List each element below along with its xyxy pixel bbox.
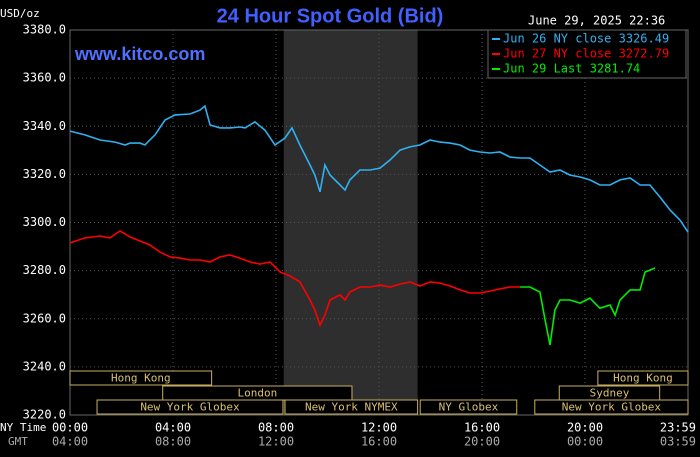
chart-title: 24 Hour Spot Gold (Bid) [217,5,444,27]
watermark: www.kitco.com [74,44,205,64]
gmt-tick-label: 16:00 [361,435,397,449]
session-label: Sydney [590,387,630,400]
session-label: Hong Kong [613,372,673,385]
legend-label: Jun 27 NY close 3272.79 [503,47,669,61]
legend-label: Jun 26 NY close 3326.49 [503,32,669,46]
session-bar [597,370,689,386]
x-tick-label: 23:59 [660,421,696,435]
session-label: Hong Kong [111,372,171,385]
gmt-tick-label: 04:00 [52,435,88,449]
series-line [520,267,656,346]
session-label: New York Globex [140,401,240,414]
y-tick-label: 3340.0 [23,119,66,133]
y-tick-label: 3300.0 [23,215,66,229]
gmt-tick-label: 00:00 [567,435,603,449]
session-bar [534,399,689,415]
session-label: New York NYMEX [305,401,398,414]
timestamp: June 29, 2025 22:36 [528,14,665,28]
x-tick-label: 16:00 [464,421,500,435]
y-tick-label: 3320.0 [23,167,66,181]
x-tick-label: 20:00 [567,421,603,435]
legend-label: Jun 29 Last 3281.74 [503,62,640,76]
session-bar [419,399,518,415]
legend-box [487,29,687,79]
series-line [69,229,521,328]
session-label: New York Globex [562,401,662,414]
gmt-tick-label: 12:00 [258,435,294,449]
session-label: London [237,387,277,400]
gmt-tick-label: 20:00 [464,435,500,449]
y-tick-label: 3220.0 [23,408,66,422]
plot-frame [69,29,689,416]
x-tick-label: 04:00 [155,421,191,435]
x-row-label: GMT [8,435,28,448]
y-tick-label: 3260.0 [23,311,66,325]
session-label: NY Globex [439,401,499,414]
x-row-label: NY Time [0,421,46,434]
y-tick-label: 3380.0 [23,23,66,37]
session-bar [96,399,284,415]
session-bar [69,370,213,386]
y-tick-label: 3240.0 [23,359,66,373]
session-bar [284,399,419,415]
y-axis-label: USD/oz [0,7,40,20]
y-tick-label: 3360.0 [23,71,66,85]
x-tick-label: 08:00 [258,421,294,435]
gmt-tick-label: 08:00 [155,435,191,449]
series-line [69,104,689,233]
x-tick-label: 12:00 [361,421,397,435]
y-tick-label: 3280.0 [23,263,66,277]
x-tick-label: 00:00 [52,421,88,435]
gmt-tick-label: 03:59 [660,435,696,449]
